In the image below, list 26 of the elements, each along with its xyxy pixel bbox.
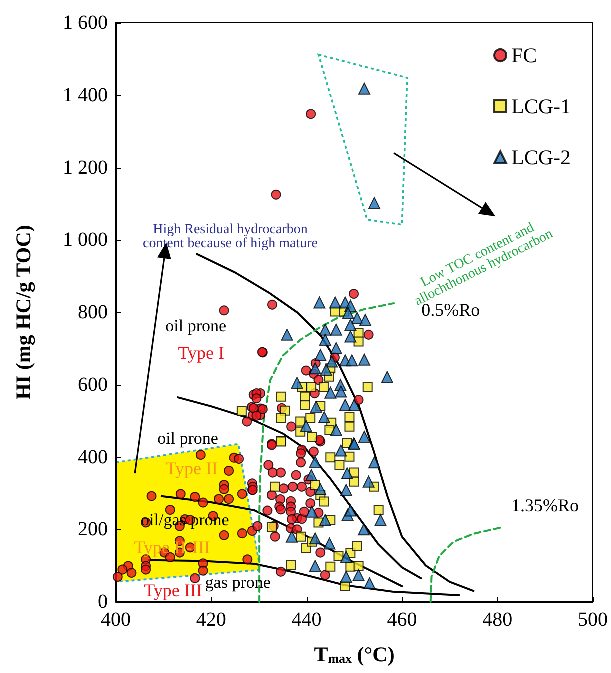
x-tick-label: 440 [292,609,322,631]
y-tick-label: 1 000 [63,229,108,252]
x-tick-label: 420 [196,609,226,631]
y-tick-label: 800 [78,302,108,324]
legend-label: FC [512,44,538,68]
annotation: oil prone [166,316,227,336]
y-axis-title: HI (mg HC/g TOC) [12,225,36,400]
annotation: Type I [178,343,224,364]
annotation: oil prone [158,428,218,448]
legend-label: LCG-2 [512,146,572,170]
annotation: gas prone [205,572,271,592]
y-tick-label: 1 600 [63,12,108,34]
annotation: Type III [144,580,202,600]
x-axis-title: Tmax (°C) [314,642,395,666]
y-tick-label: 1 400 [63,84,108,106]
annotation: Type II [166,458,218,478]
annotation: 1.35%Ro [512,495,580,516]
x-tick-label: 460 [387,609,418,631]
x-tick-label: 500 [578,609,608,631]
legend-label: LCG-1 [512,94,572,118]
y-tick-label: 1 200 [63,156,108,179]
y-tick-label: 400 [78,446,108,468]
x-tick-label: 480 [482,609,513,631]
y-tick-label: 600 [78,374,108,396]
y-tick-label: 200 [78,518,108,541]
annotation: High Residual hydrocarbon content because of high mature [143,222,318,252]
